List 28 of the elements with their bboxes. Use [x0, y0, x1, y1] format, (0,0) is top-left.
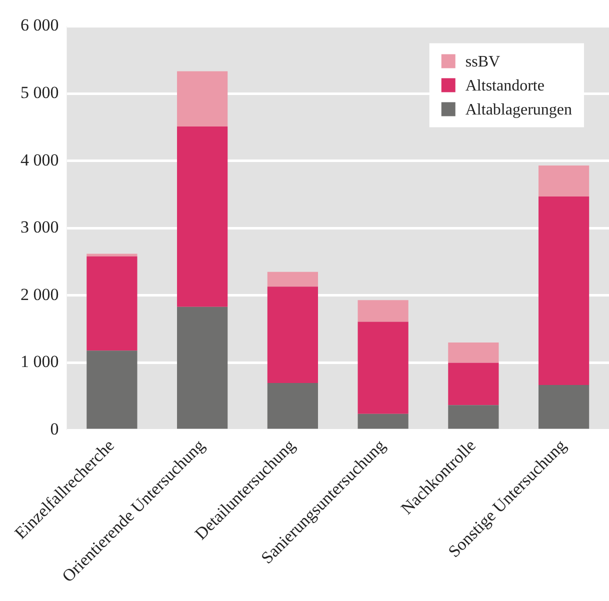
bar — [267, 272, 318, 287]
bar — [177, 126, 228, 307]
legend-label: Altstandorte — [465, 77, 544, 94]
bar — [448, 405, 499, 429]
bar — [358, 322, 408, 414]
bar — [538, 196, 590, 385]
y-tick-label: 1 000 — [20, 352, 59, 372]
bar — [538, 384, 590, 429]
bar — [448, 362, 499, 406]
legend-label: Altablagerungen — [465, 101, 572, 118]
bar — [177, 71, 228, 126]
bar — [177, 306, 228, 429]
y-tick-label: 3 000 — [20, 218, 59, 237]
bar — [538, 166, 590, 196]
bar — [267, 382, 318, 429]
y-tick-label: 4 000 — [20, 150, 59, 170]
y-tick-label: 0 — [50, 420, 59, 439]
y-tick-label: 6 000 — [20, 16, 59, 35]
legend-label: ssBV — [465, 53, 500, 70]
bar — [358, 414, 408, 429]
bar — [358, 300, 408, 322]
bar — [267, 286, 318, 383]
y-tick-label: 5 000 — [20, 82, 59, 102]
bar — [86, 350, 138, 429]
bar — [86, 256, 138, 351]
y-tick-label: 2 000 — [20, 284, 59, 304]
bar — [86, 254, 138, 256]
bar — [448, 342, 499, 363]
